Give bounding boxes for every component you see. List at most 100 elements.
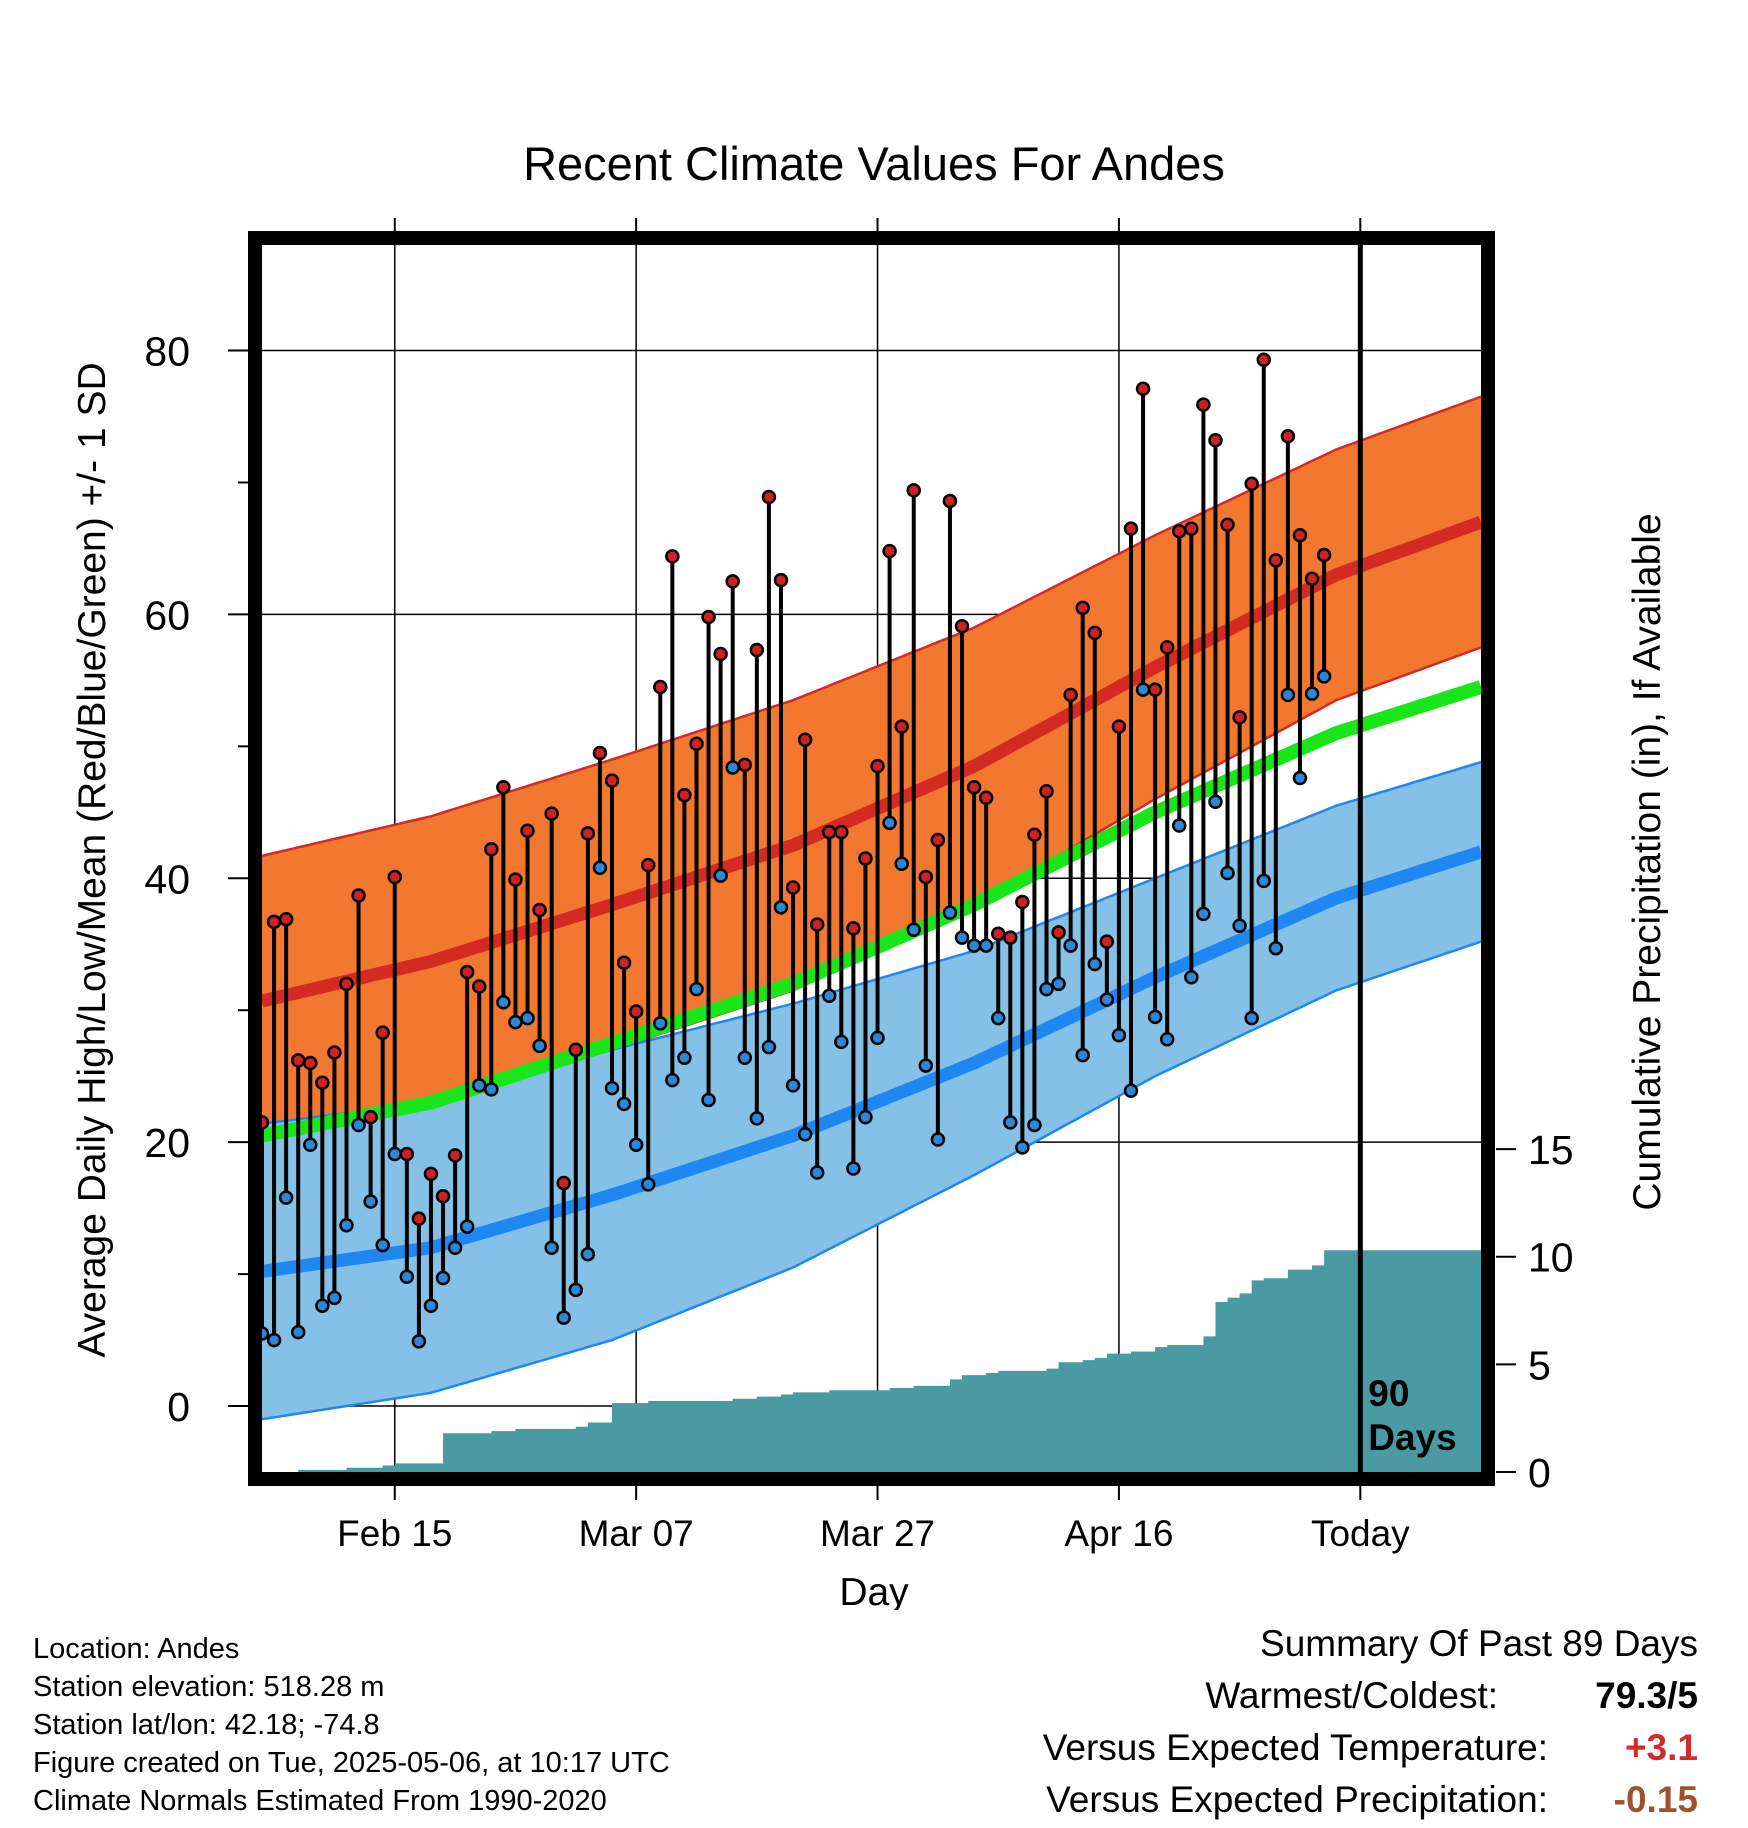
high-point	[785, 880, 801, 895]
low-point	[290, 1324, 306, 1340]
y2-tick-label: 10	[1528, 1235, 1574, 1281]
low-point	[894, 856, 909, 872]
plot-area: 90 Days	[262, 245, 1481, 1472]
low-point	[375, 1237, 390, 1253]
low-point	[1099, 992, 1115, 1007]
temp-row: Versus Expected Temperature: +3.1	[698, 1722, 1698, 1774]
high-point	[1304, 571, 1320, 587]
high-point	[1244, 476, 1259, 492]
high-point	[266, 914, 282, 930]
plot-frame	[248, 231, 1495, 1486]
y-tick-label: 20	[144, 1120, 190, 1166]
high-point	[1184, 521, 1199, 536]
high-point	[1292, 528, 1308, 543]
high-point	[471, 979, 487, 994]
low-point	[423, 1298, 439, 1314]
high-point	[1123, 521, 1139, 536]
low-point	[930, 1132, 946, 1147]
y2-axis-label: Cumulative Precipitation (in), If Availa…	[1626, 513, 1669, 1210]
high-point	[773, 572, 789, 588]
high-point	[351, 888, 366, 903]
high-point	[1135, 381, 1151, 397]
low-point	[942, 905, 958, 920]
low-point	[1147, 1009, 1163, 1025]
y-tick-label: 80	[144, 329, 190, 375]
high-point	[918, 869, 934, 885]
high-point	[484, 842, 499, 857]
x-tick-label: Today	[1311, 1513, 1410, 1554]
high-point	[387, 869, 403, 885]
high-point	[725, 574, 740, 589]
high-point	[906, 483, 921, 498]
high-point	[496, 780, 511, 795]
high-point	[262, 1115, 270, 1130]
high-point	[1208, 433, 1223, 448]
y2-tick-label: 15	[1528, 1127, 1574, 1173]
high-point	[1063, 687, 1078, 703]
high-point	[1003, 930, 1018, 945]
low-point	[1304, 686, 1320, 701]
low-point	[532, 1038, 547, 1054]
low-point	[1232, 918, 1247, 934]
precip-area	[262, 1250, 1481, 1472]
low-point	[677, 1050, 692, 1065]
high-point	[990, 926, 1006, 941]
low-point	[773, 900, 789, 915]
low-point	[339, 1218, 354, 1233]
low-point	[882, 815, 897, 831]
y-tick-label: 60	[144, 592, 190, 638]
high-point	[1280, 429, 1296, 444]
low-point	[858, 1109, 873, 1125]
high-point	[447, 1148, 463, 1163]
today-window-label-line: Days	[1368, 1417, 1456, 1458]
low-point	[846, 1161, 861, 1176]
high-point	[1087, 625, 1103, 641]
low-point	[809, 1165, 825, 1180]
low-point	[447, 1240, 463, 1255]
low-point	[918, 1058, 934, 1073]
temp-value: +3.1	[1624, 1727, 1698, 1768]
high-point	[423, 1166, 439, 1182]
high-normal-line	[262, 515, 1481, 1008]
high-point	[520, 823, 535, 839]
chart-title: Recent Climate Values For Andes	[523, 137, 1225, 190]
high-point	[1268, 553, 1284, 568]
low-point	[834, 1034, 849, 1050]
high-point	[822, 824, 837, 840]
low-point	[1208, 794, 1223, 810]
high-point	[1111, 719, 1127, 734]
precip-value: -0.15	[1613, 1779, 1698, 1820]
high-point	[459, 964, 475, 980]
high-point	[1232, 710, 1247, 725]
high-point	[315, 1075, 330, 1091]
low-point	[1111, 1028, 1127, 1043]
axes: 0 20 40 60 80 0 5 10 15 Feb 15 Mar 07 Mar 27 Apr 16 T…	[144, 218, 1574, 1554]
low-point	[870, 1030, 885, 1046]
low-point	[653, 1016, 668, 1031]
low-point	[713, 868, 728, 883]
high-point	[1027, 827, 1042, 843]
low-point	[990, 1010, 1006, 1026]
low-point	[315, 1298, 330, 1314]
low-point	[387, 1146, 403, 1162]
x-tick-label: Mar 27	[820, 1513, 935, 1554]
high-point	[894, 719, 909, 734]
high-point	[737, 757, 753, 773]
low-point	[604, 1080, 620, 1096]
high-point	[834, 824, 849, 840]
low-point	[1268, 940, 1284, 956]
high-point	[290, 1053, 306, 1068]
low-point	[689, 981, 704, 997]
low-point	[1123, 1083, 1139, 1098]
high-point	[942, 493, 958, 509]
low-point	[303, 1137, 318, 1153]
low-point	[363, 1194, 378, 1209]
low-point	[701, 1092, 716, 1108]
location-text: Location: Andes	[33, 1633, 240, 1665]
low-point	[327, 1290, 342, 1306]
y-axis-label: Average Daily High/Low/Mean (Red/Blue/Gr…	[71, 362, 114, 1357]
low-point	[580, 1247, 596, 1262]
summary-panel: Summary Of Past 89 Days Warmest/Coldest:…	[698, 1618, 1698, 1826]
high-point	[858, 851, 873, 866]
high-point	[978, 790, 994, 806]
